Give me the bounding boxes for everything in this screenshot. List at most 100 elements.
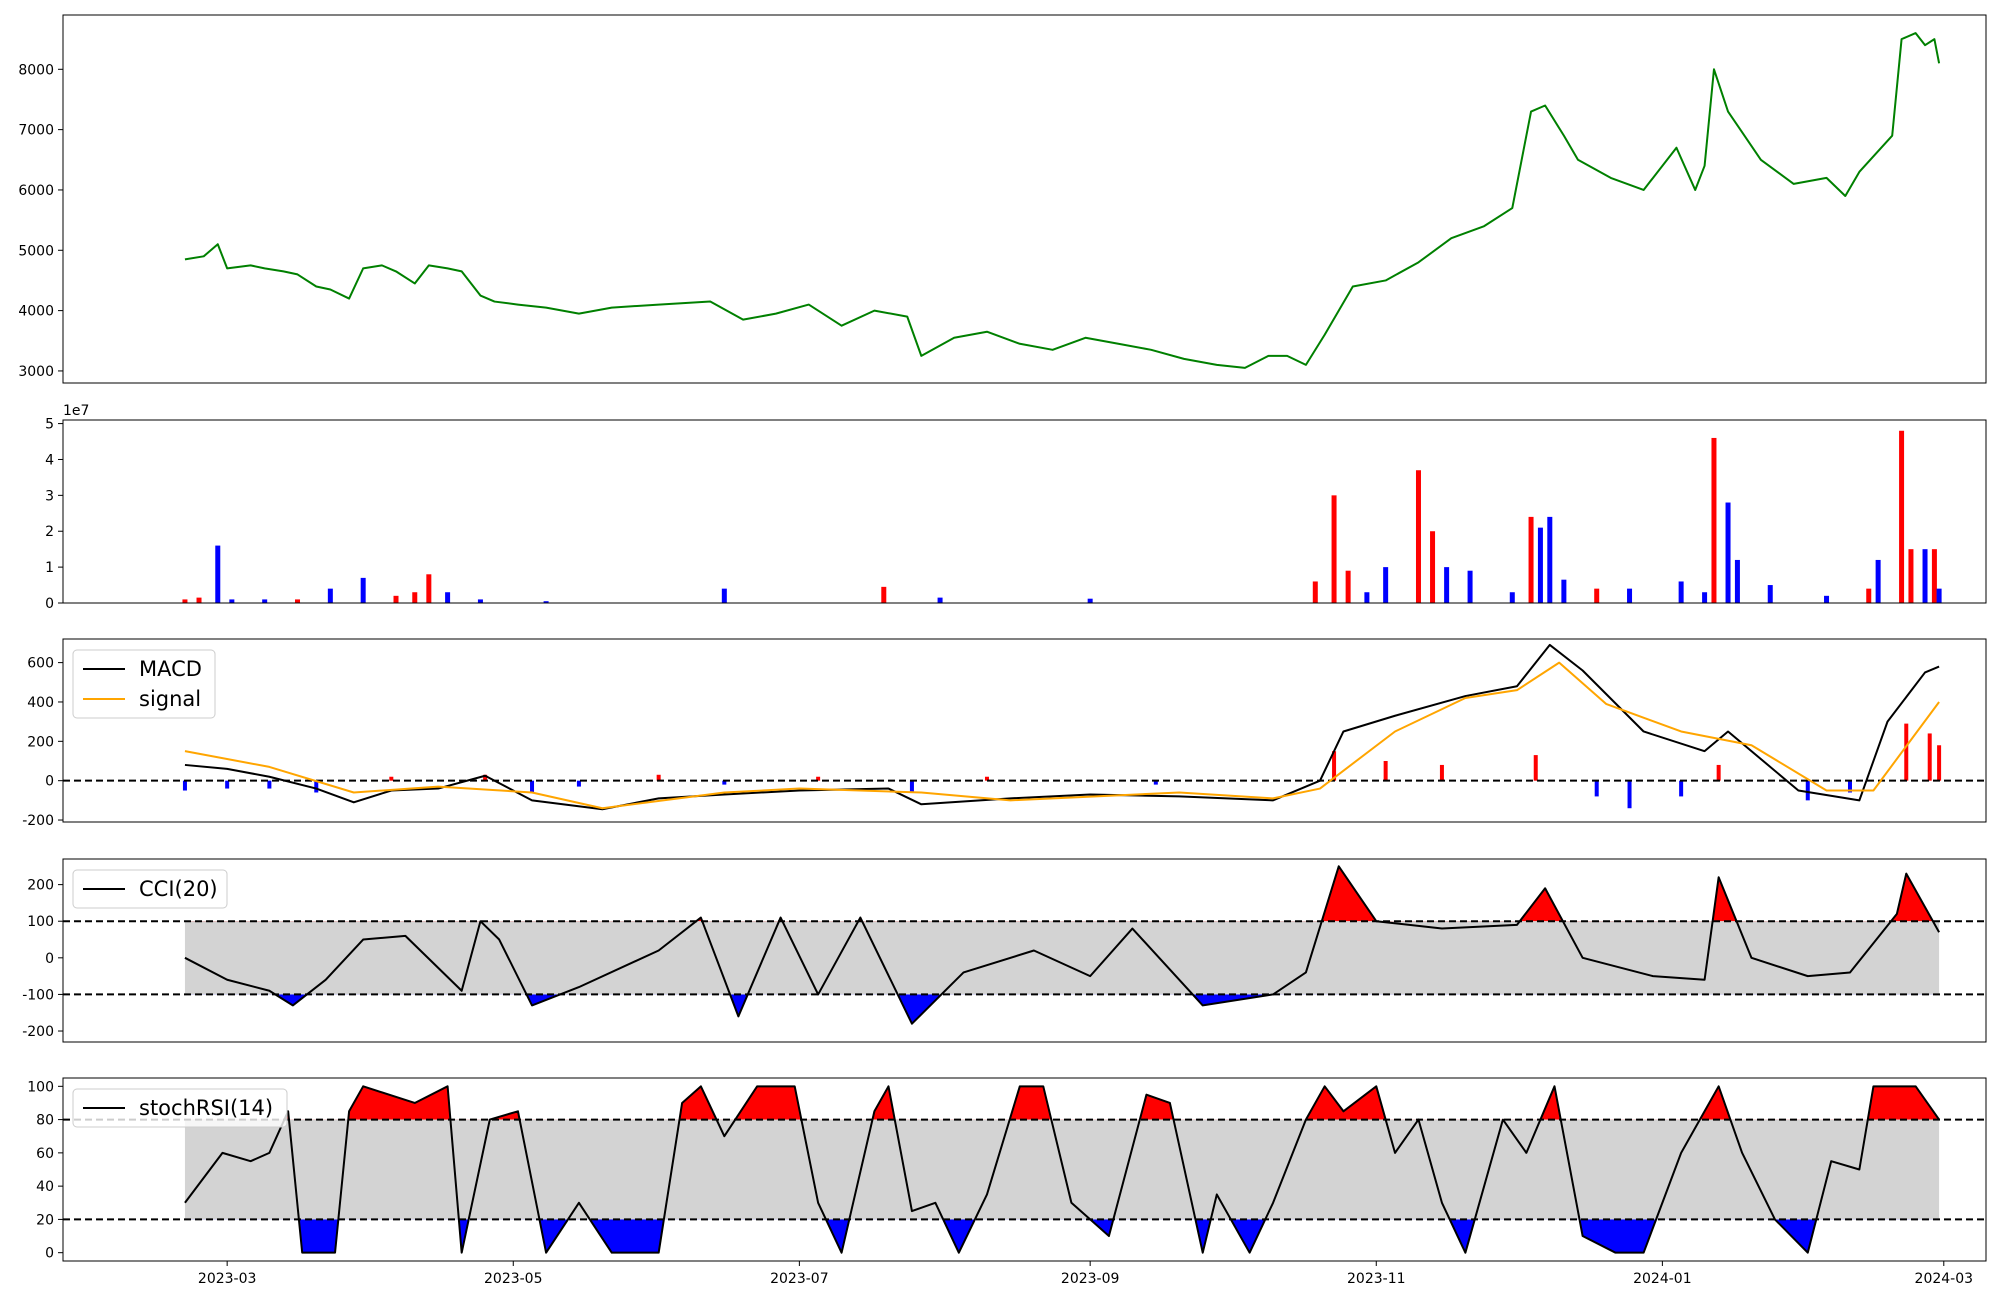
histogram-bar xyxy=(1383,761,1388,781)
panel-macd-plot xyxy=(63,643,1986,811)
volume-bar xyxy=(1331,495,1337,603)
x-tick-label: 2024-03 xyxy=(1915,1271,1974,1287)
volume-bar xyxy=(1415,470,1421,603)
legend-label: CCI(20) xyxy=(139,877,218,901)
histogram-bar xyxy=(984,776,989,781)
histogram-bar xyxy=(722,780,727,785)
panel-price-plot xyxy=(184,32,1941,369)
volume-bar xyxy=(1899,430,1905,603)
y-tick-label: 600 xyxy=(27,656,54,672)
x-tick-label: 2024-01 xyxy=(1633,1271,1692,1287)
volume-bar xyxy=(1528,516,1534,603)
y-tick-label: 40 xyxy=(36,1179,54,1195)
x-tick-label: 2023-09 xyxy=(1061,1271,1120,1287)
volume-bar xyxy=(229,599,235,603)
volume-bar xyxy=(1908,549,1914,603)
histogram-bar xyxy=(267,780,272,789)
histogram-bar xyxy=(909,780,914,793)
y-tick-label: 400 xyxy=(27,695,54,711)
y-tick-label: 0 xyxy=(45,596,54,612)
volume-bar xyxy=(1931,549,1937,603)
y-tick-label: 8000 xyxy=(18,62,54,78)
volume-bar xyxy=(1678,581,1684,603)
histogram-bar xyxy=(483,774,488,781)
volume-bar xyxy=(1537,527,1543,603)
y-tick-label: 200 xyxy=(27,878,54,894)
histogram-bar xyxy=(1533,755,1538,781)
legend-box xyxy=(72,869,228,909)
panel-frame xyxy=(62,1077,1987,1262)
histogram-bar xyxy=(1937,745,1942,781)
x-tick-label: 2023-07 xyxy=(770,1271,829,1287)
histogram-bar xyxy=(1904,723,1909,781)
y-tick-label: 7000 xyxy=(18,123,54,139)
y-tick-label: 200 xyxy=(27,734,54,750)
panel-stochrsi: 0 20 40 60 80 100 stochRSI(14) xyxy=(27,1077,1987,1262)
x-tick-label: 2023-03 xyxy=(198,1271,257,1287)
y-tick-label: -200 xyxy=(22,813,54,829)
y-tick-label: 80 xyxy=(36,1113,54,1129)
histogram-bar xyxy=(656,774,661,781)
series-line-CCI(20) xyxy=(184,865,1940,1025)
volume-bar xyxy=(360,577,366,603)
neutral-band xyxy=(184,1119,1940,1220)
volume-bar xyxy=(881,586,887,603)
volume-bar xyxy=(1383,567,1389,603)
histogram-bar xyxy=(1627,780,1632,809)
volume-bar xyxy=(1547,516,1553,603)
histogram-bar xyxy=(1679,780,1684,797)
histogram-bar xyxy=(1594,780,1599,797)
y-tick-label: 100 xyxy=(27,1079,54,1095)
volume-bar xyxy=(1312,581,1318,603)
histogram-bar xyxy=(1153,780,1158,785)
volume-bar xyxy=(196,597,202,603)
volume-bar xyxy=(445,592,451,603)
volume-bar xyxy=(1467,570,1473,603)
volume-bar xyxy=(1594,588,1600,603)
y-tick-label: 4 xyxy=(45,452,54,468)
volume-bar xyxy=(182,599,188,603)
y-tick-label: 5 xyxy=(45,417,54,433)
histogram-bar xyxy=(1716,764,1721,781)
volume-bar xyxy=(412,592,418,603)
panel-price: 3000 4000 5000 6000 7000 8000 xyxy=(18,14,1987,384)
y-tick-label: 100 xyxy=(27,914,54,930)
y-tick-label: 2 xyxy=(45,524,54,540)
y-tick-label: 0 xyxy=(45,951,54,967)
y-tick-label: 5000 xyxy=(18,243,54,259)
y-tick-label: 0 xyxy=(45,1246,54,1262)
panel-frame xyxy=(62,419,1987,604)
panel-frame xyxy=(62,14,1987,384)
y-tick-label: 6000 xyxy=(18,183,54,199)
histogram-bar xyxy=(225,780,230,789)
y-tick-label: 20 xyxy=(36,1212,54,1228)
histogram-bar xyxy=(530,780,535,793)
volume-bar xyxy=(721,588,727,603)
volume-bar xyxy=(1725,502,1731,603)
overbought-fill xyxy=(284,1086,1940,1120)
y-tick-label: -100 xyxy=(22,987,54,1003)
legend-box xyxy=(72,1088,288,1128)
legend-box xyxy=(72,649,216,719)
volume-bar xyxy=(1702,592,1708,603)
legend-label: MACD xyxy=(139,657,202,681)
y-tick-label: 0 xyxy=(45,774,54,790)
volume-bar xyxy=(215,545,221,603)
volume-bar xyxy=(426,574,432,603)
volume-bar xyxy=(477,599,483,603)
series-line-MACD xyxy=(184,643,1940,811)
histogram-bar xyxy=(1847,780,1852,793)
volume-bar xyxy=(262,599,268,603)
volume-bar xyxy=(1824,595,1830,603)
histogram-bar xyxy=(314,780,319,793)
x-tick-label: 2023-11 xyxy=(1347,1271,1406,1287)
neutral-band xyxy=(184,921,1940,995)
series-line-stochRSI(14) xyxy=(184,1085,1940,1254)
series-line-signal xyxy=(184,661,1940,810)
histogram-bar xyxy=(816,776,821,781)
y-tick-label: 4000 xyxy=(18,304,54,320)
panel-macd: -200 0 200 400 600 MACD signal xyxy=(22,638,1987,829)
histogram-bar xyxy=(1805,780,1810,801)
panel-cci: -200 -100 0 100 200 CCI(20) xyxy=(22,858,1987,1043)
